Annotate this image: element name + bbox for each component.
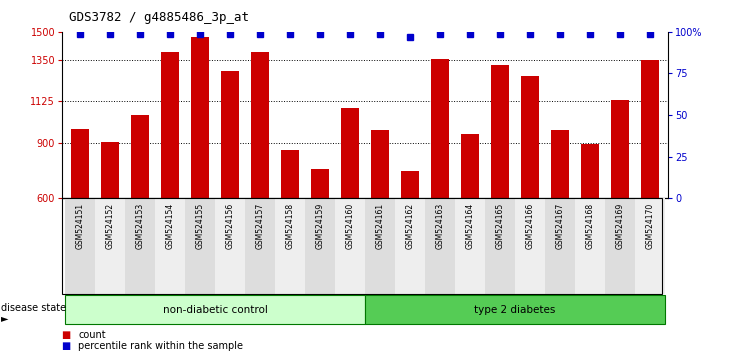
Bar (125, 198, 155, 294)
Bar (641, 59, 659, 198)
Text: GSM524167: GSM524167 (556, 203, 564, 249)
Bar (401, 171, 419, 198)
Bar (245, 198, 275, 294)
Text: GSM524169: GSM524169 (615, 203, 624, 249)
Bar (395, 198, 425, 294)
Bar (515, 198, 545, 294)
Text: ►: ► (1, 313, 8, 323)
Text: GSM524151: GSM524151 (75, 203, 85, 249)
Bar (251, 52, 269, 198)
Text: GSM524153: GSM524153 (136, 203, 145, 249)
Text: percentile rank within the sample: percentile rank within the sample (78, 341, 243, 351)
Text: GSM524154: GSM524154 (166, 203, 174, 249)
Text: type 2 diabetes: type 2 diabetes (474, 305, 556, 315)
Bar (425, 198, 455, 294)
Text: GSM524170: GSM524170 (645, 203, 655, 249)
Text: GSM524152: GSM524152 (106, 203, 115, 249)
Text: GSM524159: GSM524159 (315, 203, 325, 249)
Bar (371, 130, 389, 198)
Bar (521, 76, 539, 198)
Bar (191, 38, 209, 198)
Bar (635, 198, 665, 294)
Text: ■: ■ (62, 330, 74, 339)
Bar (551, 130, 569, 198)
Bar (611, 100, 629, 198)
Text: GSM524160: GSM524160 (345, 203, 355, 249)
Bar (65, 198, 95, 294)
Bar (131, 115, 149, 198)
Bar (95, 198, 125, 294)
Bar (461, 133, 479, 198)
Bar (311, 169, 329, 198)
Bar (365, 198, 395, 294)
Bar (605, 198, 635, 294)
Text: count: count (78, 330, 106, 339)
Text: ■: ■ (62, 341, 74, 351)
Bar (101, 142, 119, 198)
Bar (575, 198, 605, 294)
Text: GSM524156: GSM524156 (226, 203, 234, 249)
Text: non-diabetic control: non-diabetic control (163, 305, 267, 315)
Text: GSM524165: GSM524165 (496, 203, 504, 249)
Bar (305, 198, 335, 294)
Bar (65, 295, 365, 324)
Bar (455, 198, 485, 294)
Text: GSM524168: GSM524168 (585, 203, 594, 249)
Bar (431, 59, 449, 198)
Text: GSM524164: GSM524164 (466, 203, 474, 249)
Bar (161, 52, 179, 198)
Bar (215, 198, 245, 294)
Text: GSM524163: GSM524163 (436, 203, 445, 249)
Text: disease state: disease state (1, 303, 66, 313)
Bar (485, 198, 515, 294)
Bar (581, 144, 599, 198)
Text: GSM524162: GSM524162 (405, 203, 415, 249)
Bar (491, 65, 509, 198)
Text: GSM524155: GSM524155 (196, 203, 204, 249)
Bar (71, 129, 89, 198)
Bar (545, 198, 575, 294)
Text: GSM524161: GSM524161 (375, 203, 385, 249)
Bar (335, 198, 365, 294)
Bar (275, 198, 305, 294)
Bar (341, 108, 359, 198)
Text: GSM524166: GSM524166 (526, 203, 534, 249)
Bar (221, 71, 239, 198)
Bar (281, 150, 299, 198)
Bar (155, 198, 185, 294)
Text: GDS3782 / g4885486_3p_at: GDS3782 / g4885486_3p_at (69, 11, 250, 24)
Text: GSM524158: GSM524158 (285, 203, 294, 249)
Text: GSM524157: GSM524157 (255, 203, 264, 249)
Bar (365, 295, 665, 324)
Bar (185, 198, 215, 294)
